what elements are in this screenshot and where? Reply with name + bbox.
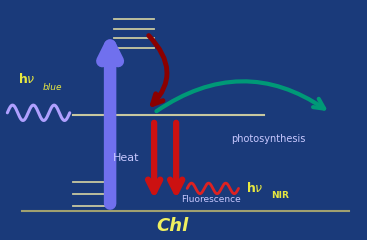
Text: Heat: Heat <box>113 153 140 163</box>
Text: photosynthesis: photosynthesis <box>231 134 305 144</box>
FancyArrowPatch shape <box>149 36 167 104</box>
Text: Fluorescence: Fluorescence <box>181 195 241 204</box>
FancyArrowPatch shape <box>156 81 324 111</box>
Text: blue: blue <box>42 83 62 92</box>
Text: NIR: NIR <box>272 191 290 200</box>
Text: h$\nu$: h$\nu$ <box>246 181 264 195</box>
Text: h$\nu$: h$\nu$ <box>18 72 36 86</box>
Text: Chl: Chl <box>156 217 189 235</box>
